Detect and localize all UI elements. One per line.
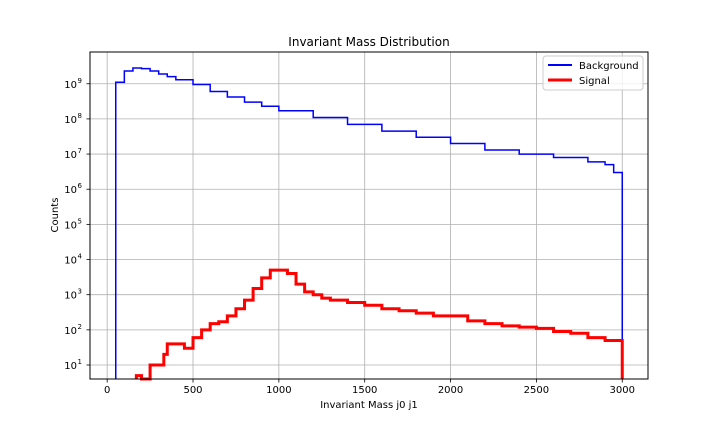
y-tick-exponent: 4 [78, 253, 83, 261]
legend-label-signal: Signal [579, 76, 610, 87]
y-tick-exponent: 5 [78, 217, 82, 225]
x-tick-label: 0 [104, 385, 110, 396]
x-tick-label: 3000 [610, 385, 635, 396]
y-tick-exponent: 3 [78, 288, 82, 296]
y-tick-exponent: 1 [78, 358, 82, 366]
y-tick-label: 10 [64, 326, 77, 337]
x-tick-label: 500 [183, 385, 202, 396]
legend: Background Signal [542, 55, 644, 91]
y-tick-exponent: 7 [78, 147, 82, 155]
x-tick-label: 2500 [524, 385, 549, 396]
y-tick-exponent: 9 [78, 77, 82, 85]
y-axis-label: Counts [50, 198, 61, 233]
y-tick-label: 10 [64, 80, 77, 91]
y-tick-label: 10 [64, 185, 77, 196]
y-tick-label: 10 [64, 150, 77, 161]
y-tick-exponent: 6 [78, 182, 83, 190]
series-background-line [115, 67, 623, 379]
chart-title: Invariant Mass Distribution [288, 35, 449, 49]
y-tick-exponent: 2 [78, 323, 82, 331]
x-tick-label: 1500 [352, 385, 377, 396]
axes-frame [89, 51, 649, 380]
y-tick-label: 10 [64, 256, 77, 267]
y-tick-label: 10 [64, 291, 77, 302]
y-tick-label: 10 [64, 361, 77, 372]
y-tick-label: 10 [64, 220, 77, 231]
series-signal-line [134, 268, 624, 381]
x-tick-label: 2000 [438, 385, 463, 396]
legend-label-background: Background [579, 61, 639, 72]
x-tick-label: 1000 [266, 385, 291, 396]
x-axis-label: Invariant Mass j0 j1 [320, 400, 418, 411]
y-tick-label: 10 [64, 115, 77, 126]
x-axis-ticks: 0 500 1000 1500 2000 2500 3000 [104, 379, 635, 396]
series-layer [115, 67, 624, 381]
y-tick-exponent: 8 [78, 112, 82, 120]
